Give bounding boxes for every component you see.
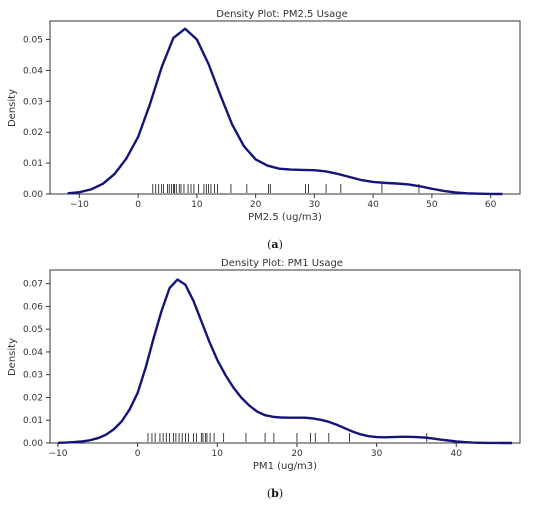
chart-pm25: Density Plot: PM2.5 Usage −10 0 10 20 30 40 50…	[7, 9, 521, 251]
y-tick-label: 0.03	[23, 97, 43, 107]
x-tick-label: 10	[191, 200, 203, 210]
density-curve	[57, 278, 513, 445]
chart-pm1: Density Plot: PM1 Usage −10 0 10 20 30 40 0.00…	[7, 258, 521, 500]
y-tick-label: 0.07	[23, 280, 43, 290]
x-tick-label: −10	[48, 449, 67, 459]
y-tick-label: 0.03	[23, 371, 43, 381]
x-axis-label: PM2.5 (ug/m3)	[248, 212, 322, 223]
x-tick-label: 30	[309, 200, 321, 210]
y-tick-label: 0.05	[23, 36, 43, 46]
x-tick-label: 40	[451, 449, 463, 459]
y-tick-label: 0.00	[23, 190, 43, 200]
x-tick-label: 20	[291, 449, 303, 459]
plot-frame	[49, 269, 521, 444]
y-tick-label: 0.02	[23, 128, 43, 138]
rug-marks	[147, 433, 428, 442]
axis-ticks: −10 0 10 20 30 40 50 60 0.00 0.01 0.02 0.03 0.04 0.05	[23, 36, 497, 210]
x-tick-label: 50	[426, 200, 438, 210]
x-tick-label: −10	[70, 200, 89, 210]
y-tick-label: 0.05	[23, 325, 43, 335]
rug-marks	[152, 184, 420, 193]
x-axis-label: PM1 (ug/m3)	[253, 461, 317, 472]
x-tick-label: 60	[485, 200, 497, 210]
y-tick-label: 0.00	[23, 439, 43, 449]
x-tick-label: 0	[135, 449, 141, 459]
chart-title: Density Plot: PM2.5 Usage	[216, 9, 348, 20]
y-tick-label: 0.01	[23, 159, 43, 169]
y-tick-label: 0.02	[23, 393, 43, 403]
x-tick-label: 20	[250, 200, 262, 210]
y-tick-label: 0.01	[23, 416, 43, 426]
figure-caption: (a)	[267, 238, 283, 251]
y-tick-label: 0.04	[23, 348, 43, 358]
y-tick-label: 0.06	[23, 302, 43, 312]
density-curve	[67, 27, 503, 196]
plot-frame	[49, 20, 521, 195]
figure-caption: (b)	[267, 487, 283, 500]
chart-title: Density Plot: PM1 Usage	[221, 258, 343, 269]
axis-ticks: −10 0 10 20 30 40 0.00 0.01 0.02 0.03 0.04 0.05 0.06…	[23, 280, 462, 459]
y-tick-label: 0.04	[23, 66, 43, 76]
y-axis-label: Density	[7, 338, 18, 376]
x-tick-label: 10	[212, 449, 224, 459]
x-tick-label: 30	[371, 449, 383, 459]
y-axis-label: Density	[7, 89, 18, 127]
x-tick-label: 40	[367, 200, 379, 210]
x-tick-label: 0	[135, 200, 141, 210]
